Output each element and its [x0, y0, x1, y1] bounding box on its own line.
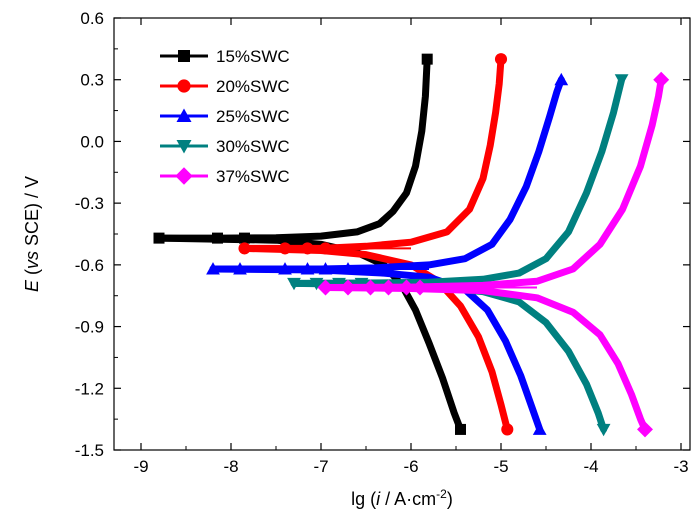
legend-marker-3 — [176, 140, 192, 154]
legend: 15%SWC 20%SWC 25%SWC 30%SWC 37%SWC — [160, 47, 290, 186]
data-point-4-2 — [362, 279, 379, 296]
legend-label-0: 15%SWC — [216, 47, 290, 66]
y-axis-title-part: SCE) / V — [22, 176, 42, 251]
data-point-4-1 — [340, 279, 356, 296]
y-axis-title-part: vs — [22, 251, 42, 269]
legend-marker-2 — [176, 108, 192, 122]
data-point-2-6 — [554, 72, 569, 86]
y-tick-label-0: -1.5 — [75, 441, 104, 460]
x-axis-title: lg (i / A·cm-2) — [351, 487, 453, 509]
data-point-3-4 — [614, 74, 629, 87]
y-tick-label-6: 0.3 — [80, 71, 104, 90]
y-axis-title-part: ( — [22, 269, 42, 280]
data-point-4-7 — [637, 421, 653, 438]
data-point-0-0 — [153, 232, 165, 244]
x-tick-label-5: -4 — [583, 457, 598, 476]
cathodic-branch-4 — [322, 284, 649, 433]
series-37%SWC — [317, 71, 670, 438]
legend-marker-0 — [178, 50, 190, 62]
data-point-4-4 — [398, 279, 415, 296]
series-20%SWC — [238, 53, 514, 436]
legend-label-2: 25%SWC — [216, 107, 290, 126]
anodic-branch-4 — [322, 76, 665, 291]
y-tick-label-2: -0.9 — [75, 318, 104, 337]
data-point-3-5 — [596, 423, 611, 437]
x-tick-label-6: -3 — [673, 457, 688, 476]
y-tick-label-4: -0.3 — [75, 194, 104, 213]
data-point-4-6 — [653, 71, 670, 88]
data-point-2-3 — [300, 262, 315, 275]
x-tick-label-4: -5 — [493, 457, 508, 476]
data-point-2-7 — [532, 422, 547, 435]
data-point-1-2 — [301, 242, 314, 255]
data-point-2-1 — [233, 262, 247, 275]
data-point-3-0 — [287, 277, 301, 291]
data-point-0-3 — [421, 53, 433, 65]
data-point-0-2 — [239, 232, 250, 244]
legend-label-4: 37%SWC — [216, 167, 290, 186]
legend-label-1: 20%SWC — [216, 77, 290, 96]
axes-layer: -9 -8 -7 -6 -5 -4 -3 -1.5 -1.2 -0.9 -0.6 -0.3 0.0 0.3… — [75, 9, 690, 476]
x-tick-label-2: -7 — [313, 457, 328, 476]
y-tick-label-1: -1.2 — [75, 379, 104, 398]
x-axis-title-part: / A·cm — [380, 489, 436, 509]
data-point-4-5 — [412, 279, 428, 296]
data-point-0-1 — [212, 232, 223, 244]
data-point-1-3 — [319, 242, 332, 255]
y-tick-label-5: 0.0 — [80, 132, 104, 151]
data-point-4-3 — [380, 279, 397, 296]
cathodic-branch-1 — [241, 244, 511, 433]
x-axis-title-part: lg ( — [351, 489, 376, 509]
series-layer — [153, 53, 670, 438]
series-25%SWC — [206, 72, 569, 435]
x-axis-title-part: i — [376, 489, 381, 509]
y-tick-label-3: -0.6 — [75, 256, 104, 275]
x-tick-label-0: -9 — [133, 457, 148, 476]
data-point-4-0 — [317, 279, 334, 296]
data-point-2-0 — [206, 262, 220, 275]
legend-marker-1 — [177, 79, 191, 93]
data-point-2-2 — [278, 262, 292, 275]
legend-label-3: 30%SWC — [216, 137, 290, 156]
data-point-2-5 — [341, 262, 355, 275]
data-point-3-1 — [309, 277, 324, 291]
data-point-1-5 — [501, 423, 514, 436]
x-axis-title-part: ) — [447, 489, 453, 509]
data-point-0-4 — [455, 423, 466, 435]
x-axis-title-part: -2 — [436, 487, 447, 501]
data-point-1-0 — [238, 242, 251, 255]
anodic-branch-1 — [241, 55, 505, 252]
x-tick-label-1: -8 — [223, 457, 238, 476]
data-point-2-4 — [318, 262, 333, 275]
y-tick-label-7: 0.6 — [80, 9, 104, 28]
y-axis-title: E (vs SCE) / V — [22, 176, 42, 292]
data-point-1-4 — [494, 53, 508, 66]
legend-marker-4 — [175, 167, 193, 185]
x-tick-label-3: -6 — [403, 457, 418, 476]
data-point-1-1 — [278, 242, 292, 255]
y-axis-title-part: E — [22, 279, 42, 292]
